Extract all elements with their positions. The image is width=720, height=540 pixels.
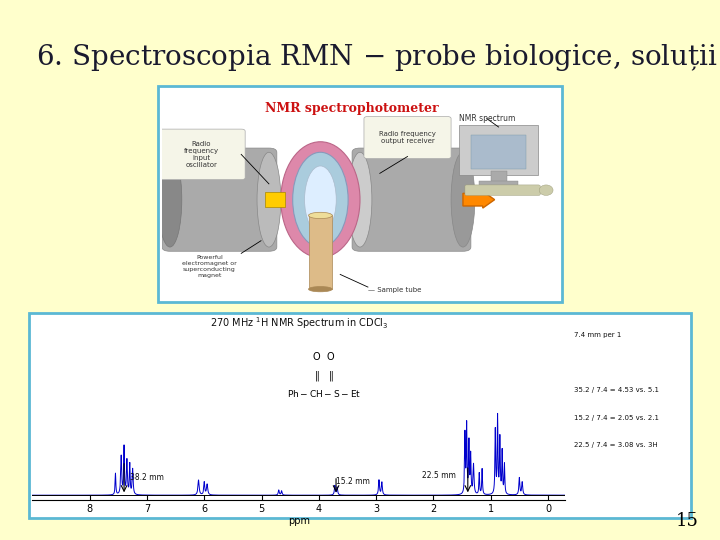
FancyBboxPatch shape xyxy=(465,185,540,195)
Ellipse shape xyxy=(451,152,475,247)
Title: 270 MHz $^{1}$H NMR Spectrum in CDCl$_{3}$: 270 MHz $^{1}$H NMR Spectrum in CDCl$_{3… xyxy=(210,315,388,330)
Text: — Sample tube: — Sample tube xyxy=(368,287,421,293)
Bar xyxy=(29,313,691,518)
Bar xyxy=(265,192,285,207)
Text: 6. Spectroscopia RMN $-$ probe biologice, soluții ($^{1}$H, $^{13}$C, $^{17}$O): 6. Spectroscopia RMN $-$ probe biologice… xyxy=(36,38,720,73)
FancyArrow shape xyxy=(463,191,495,208)
Text: 22.5 mm: 22.5 mm xyxy=(422,471,456,480)
X-axis label: ppm: ppm xyxy=(288,516,310,526)
FancyBboxPatch shape xyxy=(158,129,245,180)
Bar xyxy=(471,136,526,169)
Text: $\mathrm{Ph-CH-S-Et}$: $\mathrm{Ph-CH-S-Et}$ xyxy=(287,388,361,399)
Ellipse shape xyxy=(308,212,332,219)
FancyBboxPatch shape xyxy=(352,148,471,251)
FancyBboxPatch shape xyxy=(162,148,276,251)
Bar xyxy=(308,215,332,289)
Text: $\mathrm{O\ \ O}$: $\mathrm{O\ \ O}$ xyxy=(312,350,336,362)
Text: Radio frequency
output receiver: Radio frequency output receiver xyxy=(379,131,436,144)
Text: Powerful
electromagnet or
superconducting
magnet: Powerful electromagnet or superconductin… xyxy=(182,255,237,278)
Text: NMR spectrum: NMR spectrum xyxy=(459,114,515,123)
Text: 7.4 mm per 1: 7.4 mm per 1 xyxy=(575,332,622,338)
Bar xyxy=(479,181,518,186)
Text: NMR spectrophotometer: NMR spectrophotometer xyxy=(265,102,439,114)
Ellipse shape xyxy=(539,185,553,195)
Text: 22.5 / 7.4 = 3.08 vs. 3H: 22.5 / 7.4 = 3.08 vs. 3H xyxy=(575,442,658,448)
Text: 15.2 mm: 15.2 mm xyxy=(336,477,370,487)
Ellipse shape xyxy=(292,152,348,247)
Text: 35.2 / 7.4 = 4.53 vs. 5.1: 35.2 / 7.4 = 4.53 vs. 5.1 xyxy=(575,387,660,393)
Text: 15.2 / 7.4 = 2.05 vs. 2.1: 15.2 / 7.4 = 2.05 vs. 2.1 xyxy=(575,415,660,421)
Bar xyxy=(491,171,507,182)
Text: 15: 15 xyxy=(675,512,698,530)
Ellipse shape xyxy=(305,166,336,233)
Bar xyxy=(158,86,562,302)
Ellipse shape xyxy=(158,152,181,247)
Ellipse shape xyxy=(308,287,332,292)
FancyBboxPatch shape xyxy=(459,125,539,176)
Ellipse shape xyxy=(348,152,372,247)
Text: Radio
frequency
input
oscillator: Radio frequency input oscillator xyxy=(184,141,219,168)
FancyBboxPatch shape xyxy=(364,117,451,159)
Text: $\|\ \ \ \|$: $\|\ \ \ \|$ xyxy=(314,369,334,383)
Ellipse shape xyxy=(281,141,360,258)
Ellipse shape xyxy=(257,152,281,247)
Text: 38.2 mm: 38.2 mm xyxy=(130,473,164,482)
